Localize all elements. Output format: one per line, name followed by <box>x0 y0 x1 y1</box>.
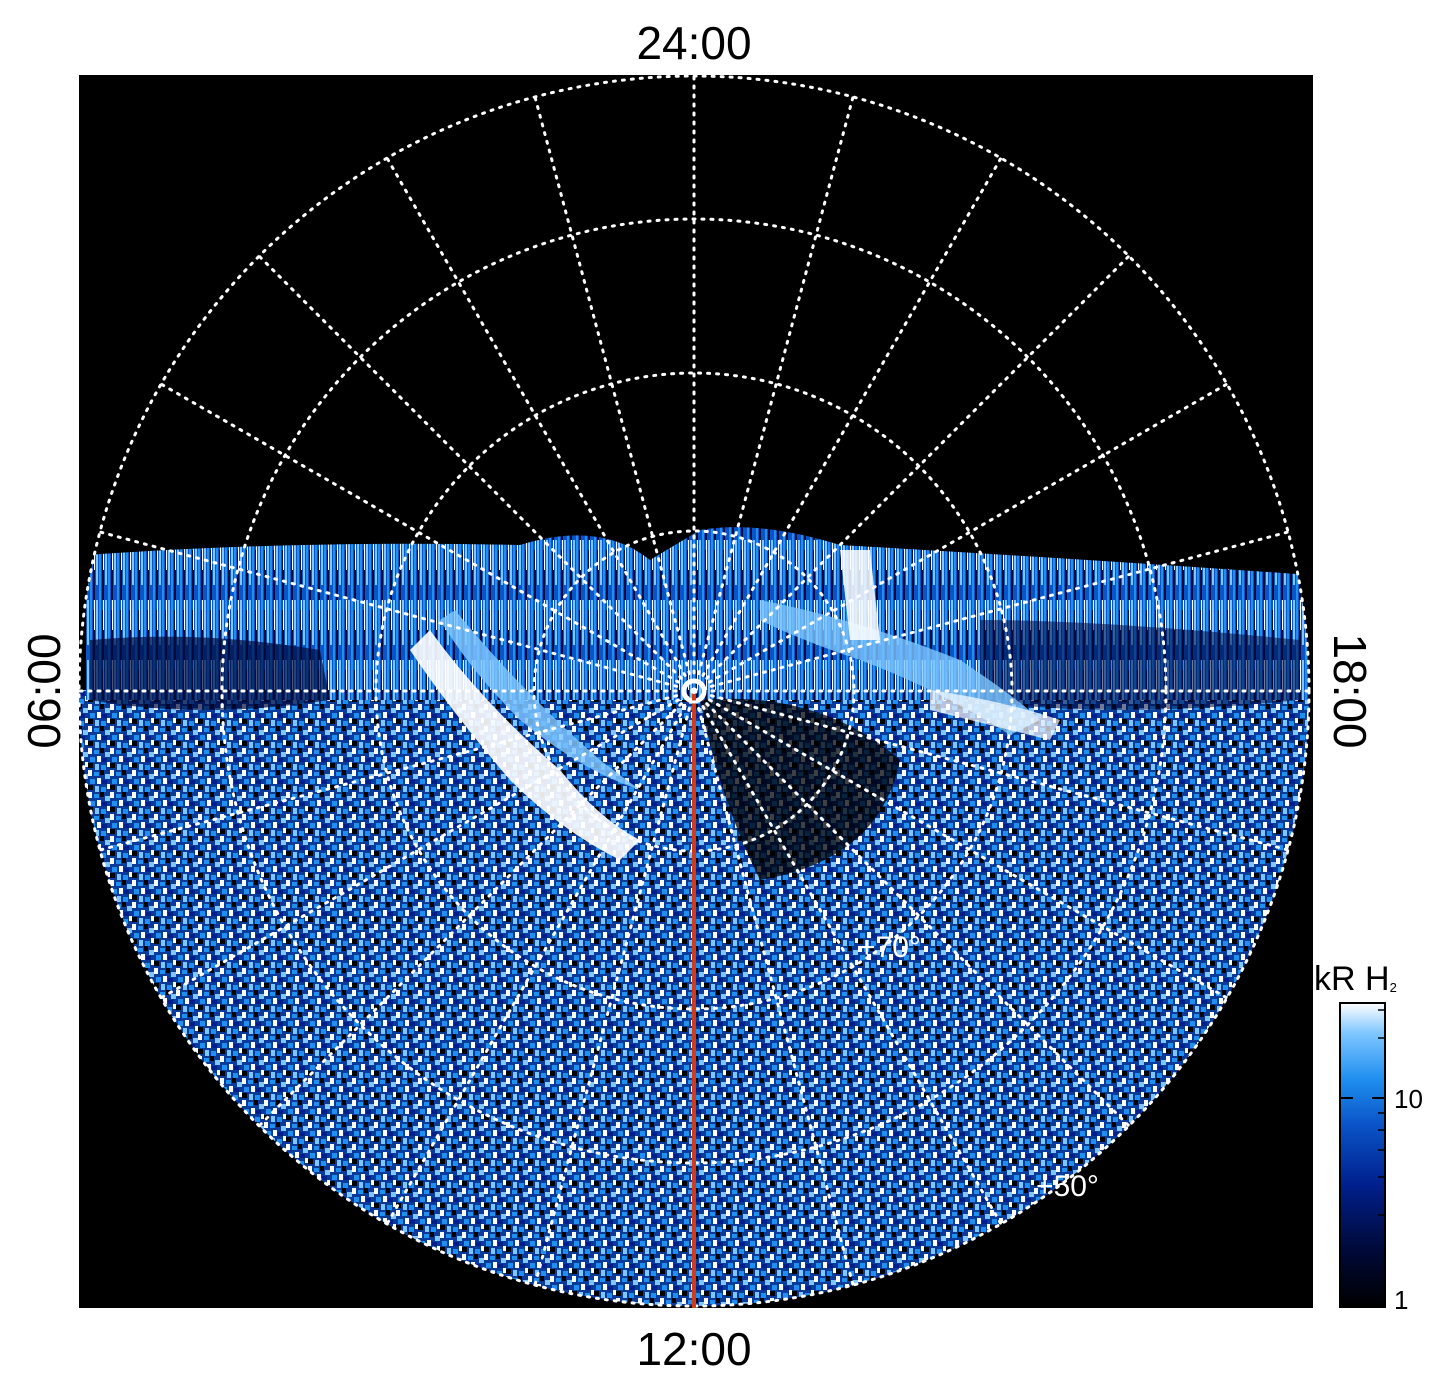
latitude-label-70: +70° <box>858 931 921 964</box>
colorbar-tick-10: 10 <box>1394 1084 1423 1114</box>
local-time-label-dusk: 18:00 <box>1324 633 1376 749</box>
pole-marker <box>681 678 707 704</box>
colorbar-title-text: kR H <box>1314 960 1390 998</box>
local-time-label-midnight: 24:00 <box>636 17 752 69</box>
colorbar-tick-1: 1 <box>1394 1285 1409 1315</box>
latitude-label-50: +50° <box>1036 1170 1099 1203</box>
colorbar-title-subscript: 2 <box>1389 980 1397 995</box>
colorbar-title: kR H2 <box>1314 960 1397 999</box>
local-time-label-noon: 12:00 <box>636 1323 752 1375</box>
local-time-label-dawn: 06:00 <box>18 633 70 749</box>
colorbar <box>1339 1002 1386 1308</box>
